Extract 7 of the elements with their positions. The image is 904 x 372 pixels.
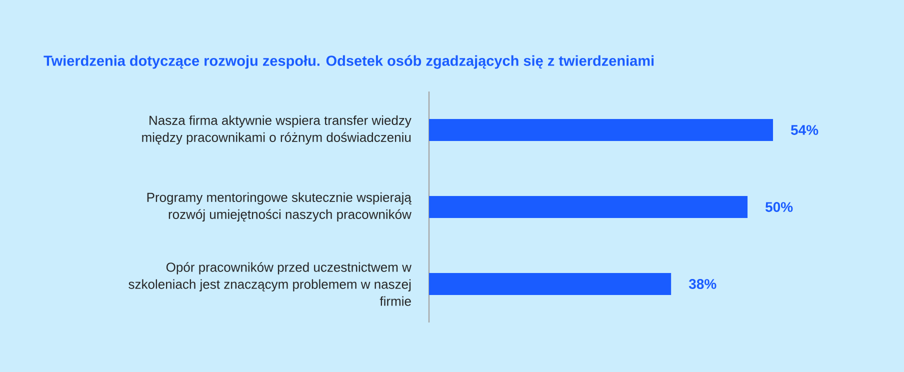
data-label: 54% — [790, 125, 818, 135]
data-label: 50% — [765, 202, 793, 212]
y-tick-label: Opór pracowników przed uczestnictwem w szkoleniach jest znaczącym problemem w naszej firmie — [128, 262, 412, 306]
y-tick-label: Programy mentoringowe skutecznie wspierają rozwój umiejętności naszych pracowników — [147, 192, 412, 222]
y-tick-label: Nasza firma aktywnie wspiera transfer wiedzy między pracownikami o różnym doświadczeniu — [142, 115, 412, 145]
data-label: 38% — [688, 279, 716, 289]
chart-title: Twierdzenia dotyczące rozwoju zespołu. Odsetek osób zgadzających się z twierdzeniami — [44, 55, 654, 69]
